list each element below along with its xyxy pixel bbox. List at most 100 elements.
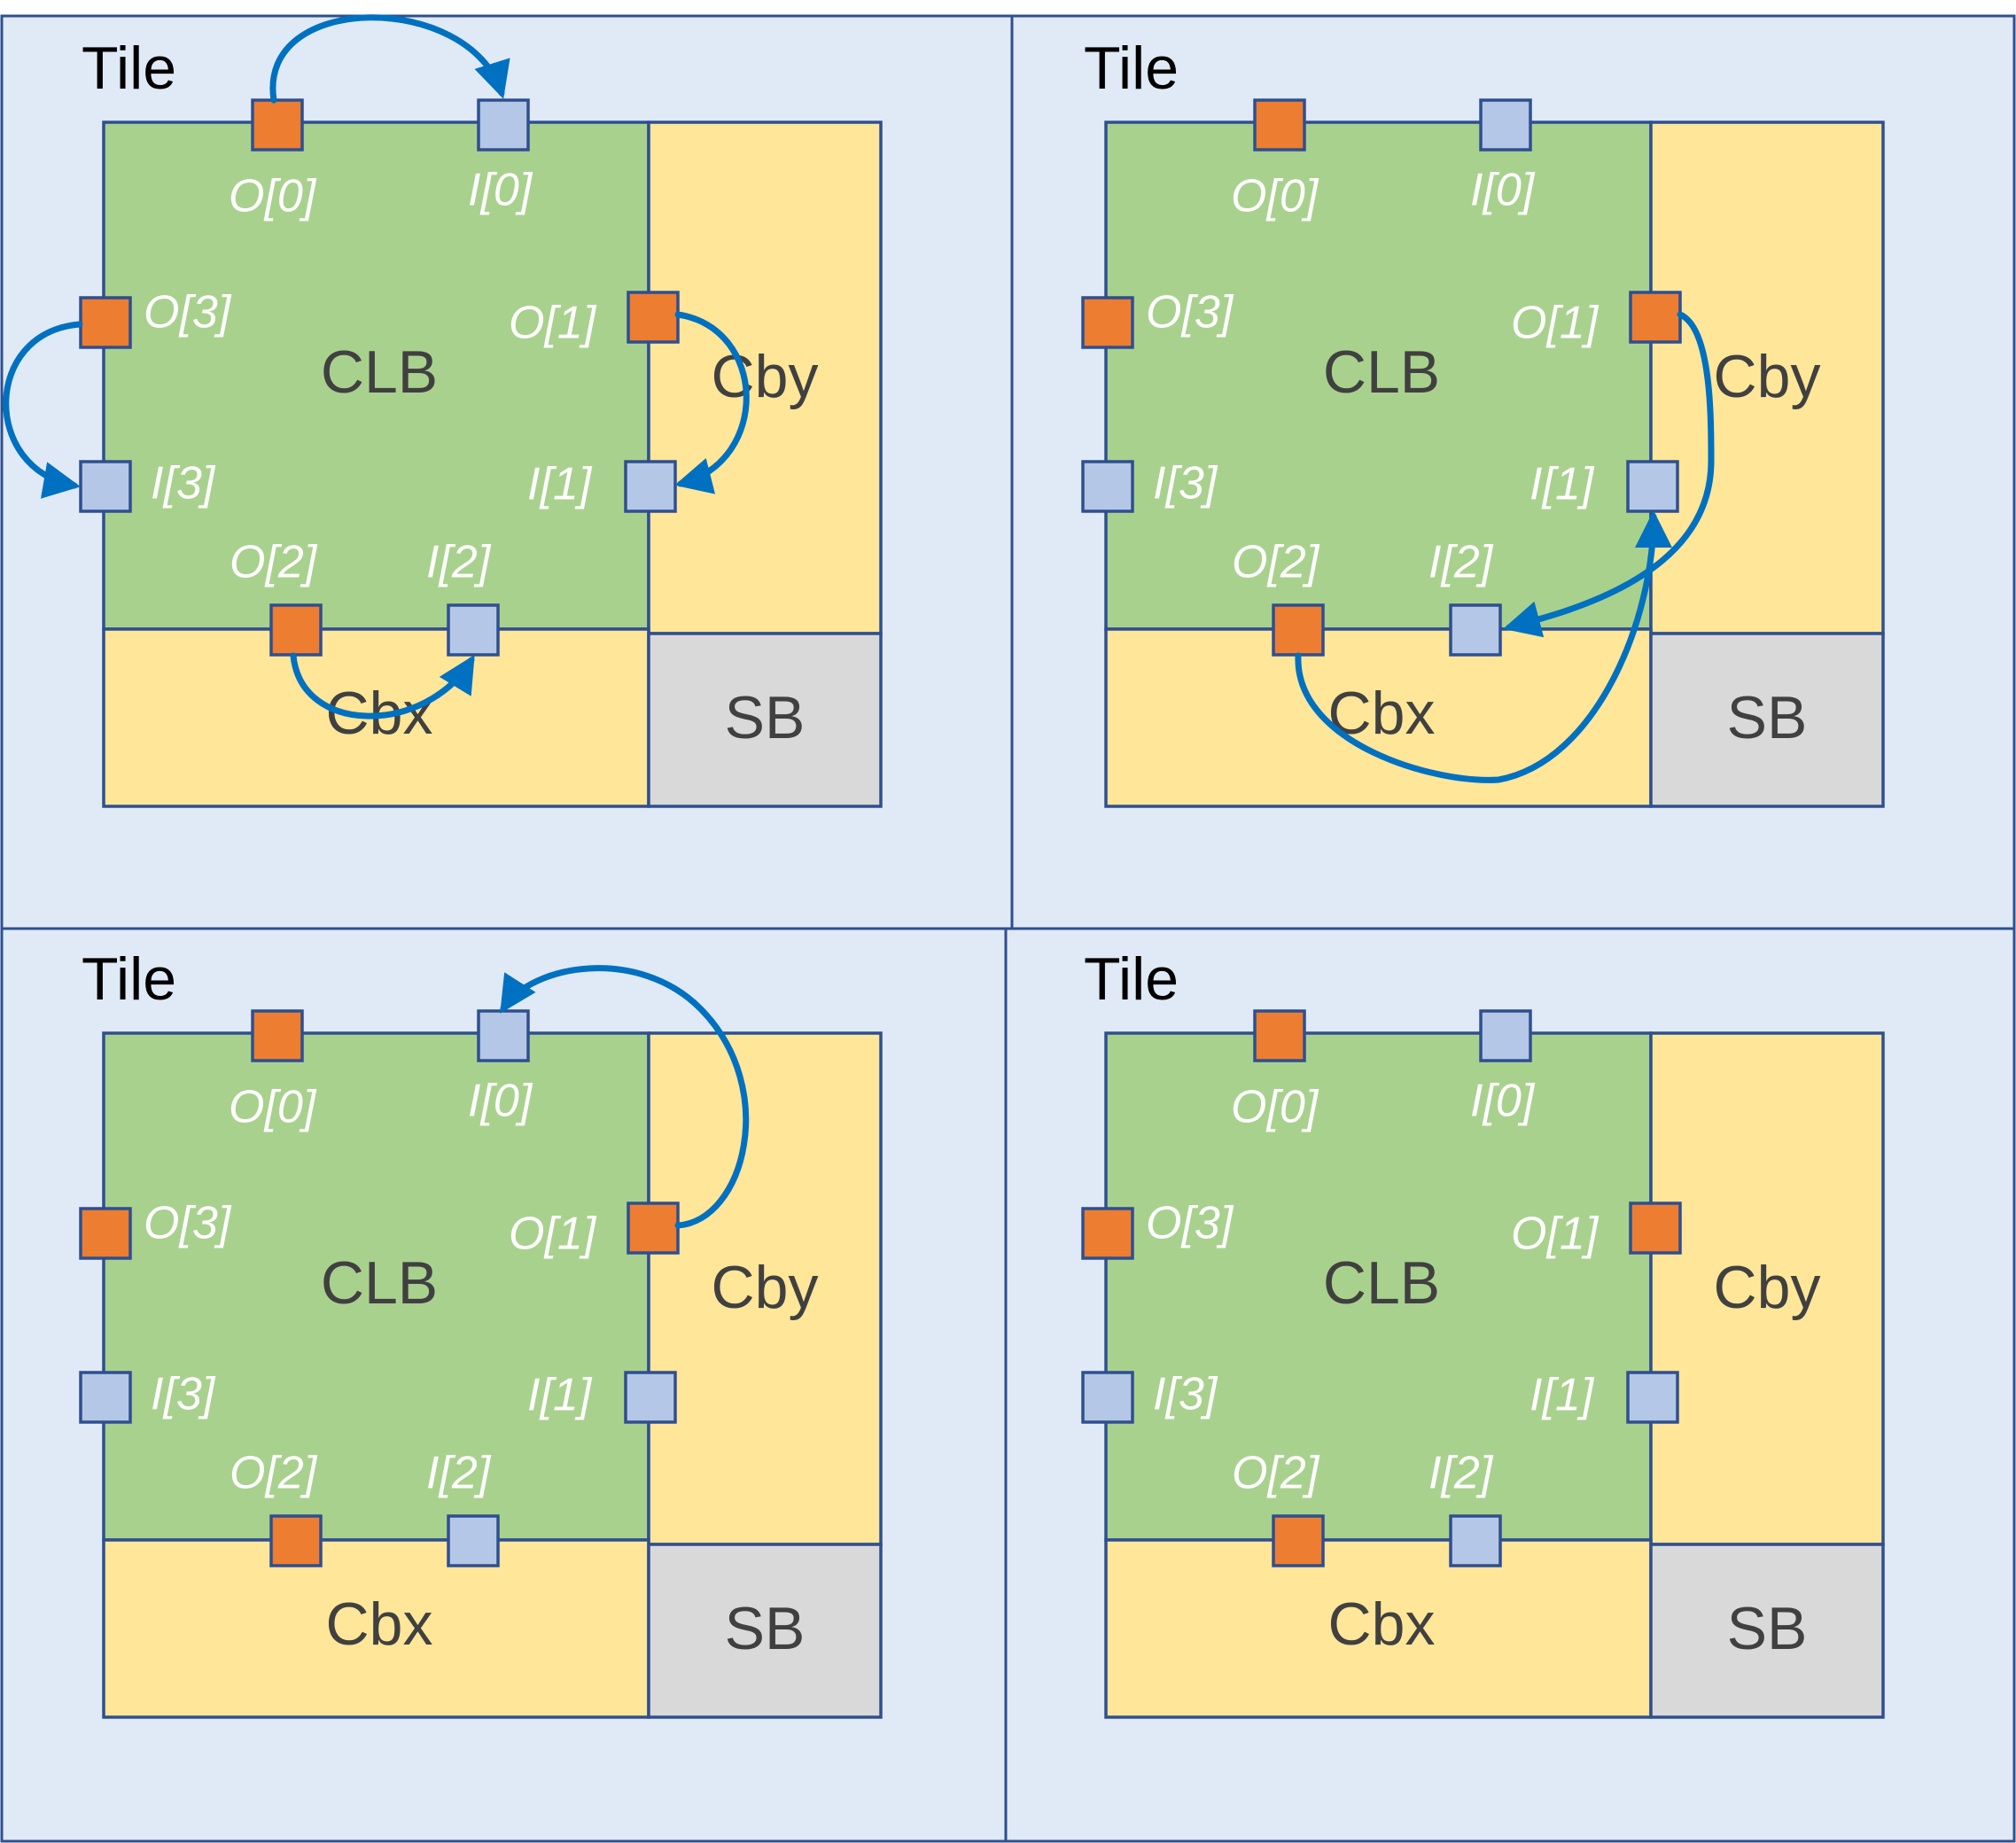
routing-wire xyxy=(674,311,750,494)
input-pin-1 xyxy=(624,1371,677,1424)
tile-label: Tile xyxy=(82,945,176,1013)
pin-label-i3: I[3] xyxy=(1153,458,1218,509)
tile-label: Tile xyxy=(1084,35,1179,102)
cby-region xyxy=(1649,1031,1885,1546)
input-pin-0 xyxy=(1479,1009,1532,1062)
pin-label-o3: O[3] xyxy=(1146,287,1234,338)
output-pin-2 xyxy=(269,1514,323,1567)
sb-label: SB xyxy=(1727,1595,1808,1662)
input-pin-3 xyxy=(79,460,132,513)
clb-label: CLB xyxy=(1323,338,1440,406)
clb-label: CLB xyxy=(321,338,438,406)
cbx-label: Cbx xyxy=(1328,1590,1436,1658)
pin-label-i0: I[0] xyxy=(1470,1076,1536,1127)
cby-label: Cby xyxy=(1714,343,1821,410)
clb-region xyxy=(102,121,650,631)
cby-label: Cby xyxy=(712,343,819,410)
output-pin-3 xyxy=(1081,296,1134,349)
pin-label-o3: O[3] xyxy=(144,287,232,338)
output-pin-1 xyxy=(627,1201,680,1255)
input-pin-1 xyxy=(1626,460,1679,513)
pin-label-i2: I[2] xyxy=(426,537,492,588)
input-pin-2 xyxy=(447,603,500,657)
input-pin-1 xyxy=(1626,1371,1679,1424)
tile-4: Tile CLB Cby Cbx SB O[0] I[0] O[1] I[1] O[2] I[2] O… xyxy=(1004,927,2016,1843)
clb-label: CLB xyxy=(1323,1249,1440,1317)
pin-label-i2: I[2] xyxy=(426,1448,492,1499)
pin-label-o2: O[2] xyxy=(1232,1448,1320,1499)
output-pin-0 xyxy=(1253,98,1306,152)
output-pin-1 xyxy=(627,291,680,344)
tile-label: Tile xyxy=(82,35,176,102)
output-pin-1 xyxy=(1629,1201,1682,1255)
pin-label-i3: I[3] xyxy=(151,458,216,509)
output-pin-2 xyxy=(1272,1514,1325,1567)
pin-label-i1: I[1] xyxy=(527,459,593,510)
sb-region xyxy=(647,1543,883,1719)
pin-label-o3: O[3] xyxy=(1146,1198,1234,1249)
pin-label-o0: O[0] xyxy=(1231,1082,1319,1133)
pin-label-o3: O[3] xyxy=(144,1198,232,1249)
pin-label-o2: O[2] xyxy=(230,1448,318,1499)
output-pin-0 xyxy=(1253,1009,1306,1062)
pin-label-i1: I[1] xyxy=(1530,459,1595,510)
sb-region xyxy=(1649,1543,1885,1719)
output-pin-0 xyxy=(251,98,304,152)
pin-label-i2: I[2] xyxy=(1428,1448,1494,1499)
clb-region xyxy=(102,1031,650,1542)
output-pin-2 xyxy=(269,603,323,657)
clb-region xyxy=(1104,1031,1653,1542)
pin-label-o1: O[1] xyxy=(509,298,597,349)
cbx-region xyxy=(1104,627,1653,808)
routing-wire xyxy=(269,14,510,104)
sb-label: SB xyxy=(725,684,806,751)
pin-label-o2: O[2] xyxy=(1232,537,1320,588)
pin-label-o0: O[0] xyxy=(229,171,317,222)
routing-wire xyxy=(1503,311,1715,638)
routing-wire xyxy=(290,652,475,719)
input-pin-2 xyxy=(1449,603,1502,657)
input-pin-0 xyxy=(477,1009,530,1062)
pin-label-i0: I[0] xyxy=(468,1076,533,1127)
pin-label-o0: O[0] xyxy=(1231,171,1319,222)
input-pin-0 xyxy=(477,98,530,152)
pin-label-o1: O[1] xyxy=(509,1209,597,1260)
cby-label: Cby xyxy=(1714,1254,1821,1321)
cby-region xyxy=(1649,121,1885,635)
input-pin-3 xyxy=(79,1371,132,1424)
routing-wire xyxy=(500,965,750,1229)
pin-label-o2: O[2] xyxy=(230,537,318,588)
input-pin-3 xyxy=(1081,460,1134,513)
output-pin-2 xyxy=(1272,603,1325,657)
input-pin-2 xyxy=(1449,1514,1502,1567)
sb-region xyxy=(647,632,883,808)
output-pin-1 xyxy=(1629,291,1682,344)
cbx-region xyxy=(102,1538,650,1719)
tile-3: Tile CLB Cby Cbx SB O[0] I[0] O[1] I[1] O[2] I[2] O… xyxy=(0,927,1008,1843)
clb-label: CLB xyxy=(321,1249,438,1317)
pin-label-i3: I[3] xyxy=(1153,1369,1218,1420)
routing-wire xyxy=(1295,510,1672,783)
sb-label: SB xyxy=(725,1595,806,1662)
routing-wire xyxy=(3,321,83,499)
pin-label-o1: O[1] xyxy=(1511,1209,1600,1260)
pin-label-o1: O[1] xyxy=(1511,298,1600,349)
input-pin-0 xyxy=(1479,98,1532,152)
output-pin-3 xyxy=(79,296,132,349)
input-pin-2 xyxy=(447,1514,500,1567)
sb-region xyxy=(1649,632,1885,808)
pin-label-i0: I[0] xyxy=(468,165,533,216)
cbx-label: Cbx xyxy=(326,1590,433,1658)
output-pin-0 xyxy=(251,1009,304,1062)
pin-label-i0: I[0] xyxy=(1470,165,1536,216)
pin-label-i1: I[1] xyxy=(1530,1370,1595,1421)
sb-label: SB xyxy=(1727,684,1808,751)
input-pin-3 xyxy=(1081,1371,1134,1424)
pin-label-i3: I[3] xyxy=(151,1369,216,1420)
tile-label: Tile xyxy=(1084,945,1179,1013)
input-pin-1 xyxy=(624,460,677,513)
cby-label: Cby xyxy=(712,1254,819,1321)
cby-region xyxy=(647,121,883,635)
